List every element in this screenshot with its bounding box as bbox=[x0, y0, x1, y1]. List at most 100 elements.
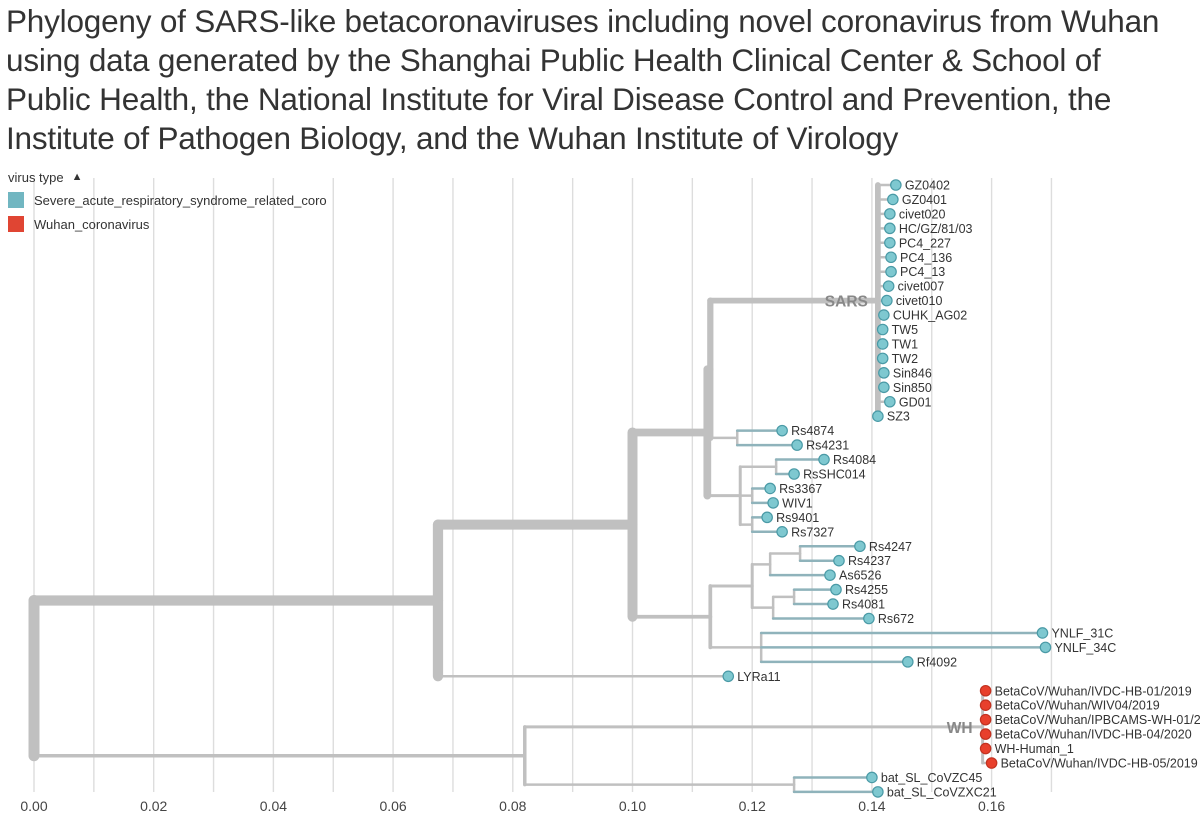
tip-node-wuhan bbox=[979, 742, 992, 755]
tip-node-sars bbox=[902, 656, 914, 668]
tip-node-sars bbox=[833, 554, 845, 567]
tip-node-sars bbox=[876, 352, 889, 365]
tip-node-sars bbox=[884, 395, 896, 408]
tip-node-sars bbox=[890, 179, 902, 191]
tip-label: Rf4092 bbox=[917, 655, 957, 669]
tip-node-sars bbox=[878, 381, 890, 394]
tip-label: RsSHC014 bbox=[803, 468, 866, 482]
tip-label: BetaCoV/Wuhan/IVDC-HB-04/2020 bbox=[995, 728, 1192, 742]
tip-label: Sin846 bbox=[893, 366, 932, 380]
tip-node-sars bbox=[791, 439, 803, 451]
legend-swatch-sars bbox=[8, 192, 24, 208]
tip-node-sars bbox=[885, 251, 897, 264]
title-line-3: Public Health, the National Institute fo… bbox=[6, 81, 1112, 117]
tip-node-wuhan bbox=[979, 699, 992, 711]
legend: virus type ▲ Severe_acute_respiratory_sy… bbox=[8, 166, 370, 236]
tip-label: TW5 bbox=[892, 323, 918, 337]
tip-node-sars bbox=[866, 771, 878, 784]
tip-label: YNLF_31C bbox=[1051, 626, 1113, 640]
tip-label: CUHK_AG02 bbox=[893, 309, 967, 323]
tip-node-sars bbox=[776, 424, 788, 437]
tip-label: As6526 bbox=[839, 569, 881, 583]
legend-header[interactable]: virus type ▲ bbox=[8, 166, 370, 188]
tip-node-wuhan bbox=[985, 757, 998, 769]
title-line-4: Institute of Pathogen Biology, and the W… bbox=[6, 120, 899, 156]
tip-label: GD01 bbox=[899, 395, 932, 409]
tip-node-sars bbox=[884, 208, 896, 220]
tip-node-sars bbox=[885, 265, 897, 278]
tip-label: BetaCoV/Wuhan/IVDC-HB-05/2019 bbox=[1001, 757, 1198, 771]
tip-label: Rs4874 bbox=[791, 424, 834, 438]
tip-node-sars bbox=[854, 540, 866, 553]
title-line-2: using data generated by the Shanghai Pub… bbox=[6, 42, 1101, 78]
tip-node-sars bbox=[824, 569, 836, 581]
tip-node-sars bbox=[872, 410, 884, 422]
tip-node-wuhan bbox=[979, 713, 992, 726]
x-tick-label: 0.04 bbox=[260, 798, 287, 814]
tip-label: PC4_227 bbox=[899, 236, 951, 250]
tip-node-sars bbox=[827, 598, 839, 610]
tip-label: Rs4237 bbox=[848, 554, 891, 568]
tip-label: Rs4255 bbox=[845, 583, 888, 597]
tip-label: Rs4081 bbox=[842, 598, 885, 612]
tip-label: civet007 bbox=[898, 280, 945, 294]
tip-label: bat_SL_CoVZC45 bbox=[881, 771, 983, 785]
tip-label: WH-Human_1 bbox=[995, 742, 1074, 756]
tip-label: PC4_13 bbox=[900, 265, 945, 279]
tip-label: GZ0401 bbox=[902, 193, 947, 207]
tip-node-sars bbox=[788, 468, 800, 480]
tip-node-sars bbox=[863, 612, 875, 625]
tip-node-sars bbox=[1039, 641, 1052, 654]
tip-label: Rs672 bbox=[878, 612, 914, 626]
tip-label: BetaCoV/Wuhan/IPBCAMS-WH-01/2019 bbox=[995, 713, 1200, 727]
tip-label: BetaCoV/Wuhan/IVDC-HB-01/2019 bbox=[995, 684, 1192, 698]
tip-label: WIV1 bbox=[782, 496, 813, 510]
x-tick-label: 0.10 bbox=[619, 798, 646, 814]
tip-node-wuhan bbox=[979, 684, 992, 697]
tip-node-sars bbox=[764, 482, 776, 495]
tip-node-sars bbox=[761, 511, 773, 524]
x-tick-label: 0.12 bbox=[739, 798, 766, 814]
tip-label: Sin850 bbox=[893, 381, 932, 395]
tip-node-sars bbox=[884, 237, 896, 249]
clade-label: SARS bbox=[825, 294, 868, 311]
tip-node-sars bbox=[767, 497, 779, 509]
tip-node-sars bbox=[830, 583, 842, 596]
legend-item-wuhan[interactable]: Wuhan_coronavirus bbox=[8, 212, 370, 236]
tip-node-wuhan bbox=[979, 728, 992, 740]
tip-label: TW1 bbox=[892, 337, 918, 351]
x-tick-label: 0.06 bbox=[379, 798, 406, 814]
tip-label: YNLF_34C bbox=[1054, 641, 1116, 655]
tip-label: HC/GZ/81/03 bbox=[899, 222, 973, 236]
legend-swatch-wuhan bbox=[8, 216, 24, 232]
tip-label: SZ3 bbox=[887, 410, 910, 424]
tree-tips bbox=[722, 179, 1052, 798]
tip-node-sars bbox=[876, 323, 889, 336]
tip-label: GZ0402 bbox=[905, 179, 950, 193]
tip-labels: GZ0402GZ0401civet020HC/GZ/81/03PC4_227PC… bbox=[737, 179, 1200, 800]
x-axis: 0.00 0.02 0.04 0.06 0.08 0.10 0.12 0.14 0.16 bbox=[20, 798, 1005, 814]
page-title: Phylogeny of SARS-like betacoronaviruses… bbox=[6, 2, 1200, 158]
legend-item-sars[interactable]: Severe_acute_respiratory_syndrome_relate… bbox=[8, 188, 370, 212]
clade-label: WH bbox=[947, 720, 973, 737]
tip-label: LYRa11 bbox=[737, 670, 780, 684]
tip-node-sars bbox=[876, 338, 889, 350]
tip-node-sars bbox=[878, 367, 890, 379]
tip-label: BetaCoV/Wuhan/WIV04/2019 bbox=[995, 699, 1160, 713]
tip-label: civet010 bbox=[896, 294, 943, 308]
x-tick-label: 0.16 bbox=[978, 798, 1005, 814]
tip-label: Rs4084 bbox=[833, 453, 876, 467]
x-tick-label: 0.14 bbox=[858, 798, 885, 814]
tip-label: PC4_136 bbox=[900, 251, 952, 265]
x-tick-label: 0.00 bbox=[20, 798, 47, 814]
tip-label: Rs4231 bbox=[806, 439, 849, 453]
tip-node-sars bbox=[882, 280, 895, 292]
tip-node-sars bbox=[776, 525, 788, 538]
tip-label: Rs7327 bbox=[791, 525, 834, 539]
tip-node-sars bbox=[872, 786, 884, 798]
chevron-up-icon[interactable]: ▲ bbox=[71, 171, 83, 183]
title-line-1: Phylogeny of SARS-like betacoronaviruses… bbox=[6, 3, 1160, 39]
tip-node-sars bbox=[887, 193, 899, 206]
tip-node-sars bbox=[881, 294, 893, 307]
